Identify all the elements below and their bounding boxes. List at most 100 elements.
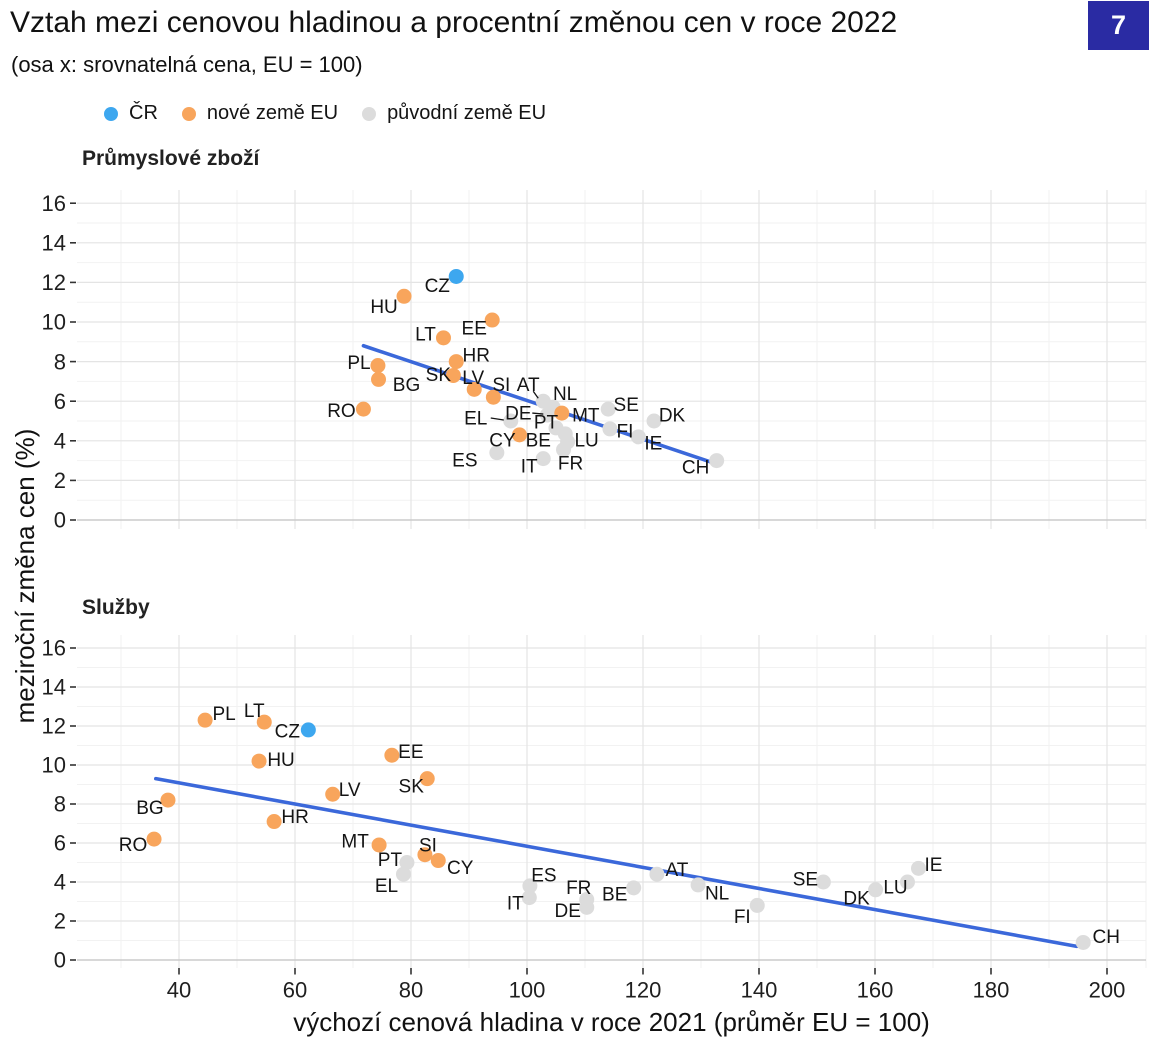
data-point-LV [325, 786, 341, 802]
x-tick-label: 140 [741, 978, 778, 1003]
data-point-BG [160, 792, 176, 808]
data-point-DK [646, 413, 662, 429]
y-tick-label: 10 [42, 310, 66, 335]
data-point-ES [489, 445, 505, 461]
leader-line-AT [532, 390, 539, 399]
point-label-SI: SI [419, 835, 437, 856]
point-label-CY: CY [489, 431, 516, 452]
y-tick-label: 8 [54, 792, 66, 817]
point-label-BE: BE [602, 885, 627, 906]
point-label-HR: HR [281, 807, 308, 828]
point-label-FR: FR [566, 878, 591, 899]
data-point-RO [146, 831, 162, 847]
data-point-BG [371, 371, 387, 387]
point-label-MT: MT [572, 406, 600, 427]
point-label-LT: LT [244, 701, 265, 722]
data-point-EL [395, 866, 411, 882]
data-point-IT [535, 451, 551, 467]
point-label-IT: IT [507, 893, 524, 914]
point-label-SE: SE [793, 870, 818, 891]
y-tick-label: 14 [42, 231, 66, 256]
point-label-FR: FR [558, 453, 583, 474]
point-label-HU: HU [370, 297, 397, 318]
legend-item-cr: ČR [104, 102, 158, 125]
point-label-ES: ES [531, 866, 556, 887]
data-point-FI [602, 421, 618, 437]
data-point-CY [430, 853, 446, 869]
y-tick-label: 14 [42, 675, 66, 700]
point-label-AT: AT [517, 375, 540, 396]
data-point-EE [384, 747, 400, 763]
x-tick-label: 60 [283, 978, 307, 1003]
data-point-LT [256, 714, 272, 730]
point-label-SI: SI [492, 375, 510, 396]
y-tick-label: 16 [42, 191, 66, 216]
data-point-CZ [300, 722, 316, 738]
x-tick-label: 80 [399, 978, 423, 1003]
legend-item-old-eu: původní země EU [362, 102, 546, 125]
y-tick-label: 6 [54, 389, 66, 414]
x-tick-label: 100 [509, 978, 546, 1003]
data-point-CZ [448, 268, 464, 284]
point-label-PT: PT [378, 850, 403, 871]
data-point-SE [600, 401, 616, 417]
data-point-MT [554, 405, 570, 421]
data-point-SI [417, 847, 433, 863]
point-label-AT: AT [665, 860, 688, 881]
data-point-PL [197, 712, 213, 728]
y-tick-label: 8 [54, 349, 66, 374]
point-label-CZ: CZ [275, 722, 301, 743]
data-point-PL [370, 358, 386, 374]
leader-line-DE [532, 412, 544, 415]
data-point-DE [579, 899, 595, 915]
page-subtitle: (osa x: srovnatelná cena, EU = 100) [11, 52, 363, 77]
point-label-FI: FI [734, 907, 751, 928]
point-label-EE: EE [462, 319, 487, 340]
data-point-LV [466, 381, 482, 397]
data-point-NL [690, 877, 706, 893]
data-point-CH [1075, 934, 1091, 950]
data-point-FR [556, 442, 572, 458]
point-label-NL: NL [705, 884, 729, 905]
y-tick-label: 6 [54, 831, 66, 856]
legend-label-new-eu: nové země EU [206, 102, 339, 124]
y-tick-label: 2 [54, 468, 66, 493]
point-label-IT: IT [521, 456, 538, 477]
legend: ČR nové země EU původní země EU [104, 102, 546, 125]
y-tick-label: 0 [54, 948, 66, 973]
y-tick-label: 4 [54, 429, 66, 454]
point-label-PL: PL [347, 353, 370, 374]
trend-line [154, 776, 1079, 949]
data-point-SE [815, 874, 831, 890]
point-label-CY: CY [447, 858, 474, 879]
point-label-SE: SE [614, 395, 639, 416]
data-point-EE [484, 312, 500, 328]
point-label-BG: BG [393, 375, 420, 396]
data-point-HR [266, 814, 282, 830]
x-axis-title: výchozí cenová hladina v roce 2021 (prům… [293, 1007, 930, 1037]
data-point-RO [355, 401, 371, 417]
point-label-ES: ES [452, 450, 477, 471]
point-label-BE: BE [526, 431, 551, 452]
point-label-HR: HR [463, 345, 490, 366]
slide-number-badge: 7 [1088, 1, 1149, 50]
data-point-FI [749, 897, 765, 913]
data-point-IT [521, 890, 537, 906]
data-point-SI [485, 389, 501, 405]
point-label-SK: SK [426, 365, 452, 386]
data-point-HU [396, 288, 412, 304]
data-point-EL [503, 413, 519, 429]
data-point-PT [399, 855, 415, 870]
point-label-SK: SK [399, 776, 425, 797]
point-label-CH: CH [1092, 927, 1119, 948]
point-label-DE: DE [555, 901, 581, 922]
point-label-IE: IE [644, 433, 662, 454]
point-label-RO: RO [119, 835, 148, 856]
leader-line-EL [490, 417, 504, 421]
point-label-PL: PL [212, 704, 235, 725]
y-tick-label: 12 [42, 714, 66, 739]
panel-title-goods: Průmyslové zboží [82, 147, 260, 170]
y-tick-label: 0 [54, 508, 66, 533]
